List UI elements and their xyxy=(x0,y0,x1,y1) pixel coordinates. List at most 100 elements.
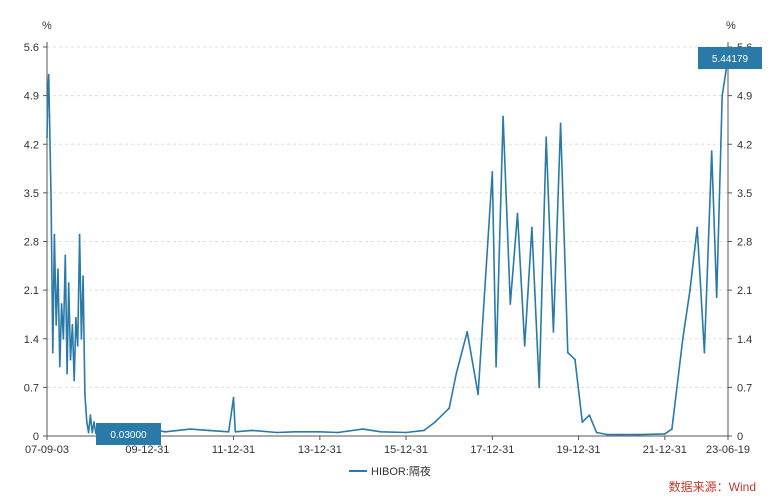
data-point xyxy=(638,433,641,436)
x-tick-label: 11-12-31 xyxy=(212,444,255,456)
data-point xyxy=(57,268,59,271)
data-point xyxy=(663,433,666,435)
right-tick-label: 0.7 xyxy=(737,382,752,394)
data-point xyxy=(318,430,321,433)
data-point xyxy=(78,233,81,236)
data-point xyxy=(703,351,706,354)
data-point xyxy=(380,430,382,433)
left-tick-label: 0.7 xyxy=(24,382,39,394)
data-point xyxy=(234,430,237,433)
callout-max-value: 5.44179 xyxy=(712,54,749,65)
right-unit-label: % xyxy=(726,20,736,32)
data-point xyxy=(80,337,83,340)
right-tick-label: 3.5 xyxy=(737,188,752,200)
source-note: 数据来源：Wind xyxy=(669,479,756,494)
data-point xyxy=(588,414,591,417)
data-point xyxy=(502,115,504,118)
data-point xyxy=(76,344,79,347)
left-tick-label: 2.1 xyxy=(24,285,39,297)
left-tick-label: 2.8 xyxy=(24,237,39,249)
data-point xyxy=(46,94,49,97)
data-point xyxy=(189,428,192,430)
callout-min-box xyxy=(96,423,161,445)
data-point xyxy=(66,372,68,375)
series-hibor-overnight xyxy=(46,57,729,436)
data-point xyxy=(405,431,407,434)
data-point xyxy=(89,414,92,417)
callout-max-box xyxy=(698,47,762,69)
legend[interactable]: HIBOR:隔夜 xyxy=(349,464,431,478)
left-tick-label: 3.5 xyxy=(24,188,39,200)
data-point xyxy=(715,296,718,298)
legend-label: HIBOR:隔夜 xyxy=(371,464,431,478)
data-point xyxy=(523,344,526,347)
right-tick-label: 4.9 xyxy=(737,91,752,103)
data-point xyxy=(423,429,425,432)
x-tick-label: 23-06-19 xyxy=(706,444,750,456)
data-point xyxy=(71,324,74,326)
data-point xyxy=(466,330,469,333)
left-tick-label: 5.6 xyxy=(24,42,39,54)
data-point xyxy=(85,421,88,423)
data-point xyxy=(681,337,684,340)
data-point xyxy=(477,393,479,396)
data-point xyxy=(559,122,562,125)
data-point xyxy=(47,73,50,76)
data-point xyxy=(721,94,724,97)
data-point xyxy=(227,430,230,433)
data-point xyxy=(495,365,497,368)
data-point xyxy=(232,396,235,399)
left-unit-label: % xyxy=(42,20,52,32)
data-point xyxy=(538,386,541,389)
data-point xyxy=(509,303,512,305)
data-point xyxy=(336,431,339,434)
data-point xyxy=(50,198,52,201)
data-point xyxy=(67,282,70,285)
right-y-axis: 00.71.42.12.83.54.24.95.6 xyxy=(727,42,752,443)
data-point xyxy=(696,226,699,229)
data-point xyxy=(566,351,569,354)
data-point xyxy=(60,303,63,305)
data-point xyxy=(595,431,598,434)
x-tick-label: 09-12-31 xyxy=(125,444,169,456)
data-point xyxy=(606,433,609,436)
data-point xyxy=(48,115,51,118)
left-tick-label: 1.4 xyxy=(24,334,39,346)
data-point xyxy=(58,365,61,368)
data-point xyxy=(448,407,451,410)
data-point xyxy=(73,379,76,382)
callout-min: 0.03000 xyxy=(96,423,161,445)
right-tick-label: 2.1 xyxy=(737,285,752,297)
x-tick-label: 13-12-31 xyxy=(298,444,342,456)
right-tick-label: 1.4 xyxy=(737,334,752,346)
data-point xyxy=(362,428,364,430)
gridlines xyxy=(47,46,728,388)
data-point xyxy=(84,393,86,396)
right-tick-label: 2.8 xyxy=(737,237,752,249)
x-tick-label: 15-12-31 xyxy=(384,444,428,456)
data-point xyxy=(69,358,72,361)
data-point xyxy=(516,212,519,215)
data-point xyxy=(46,136,48,139)
right-tick-label: 4.2 xyxy=(737,139,752,151)
data-point xyxy=(710,150,713,153)
callout-max: 5.44179 xyxy=(698,47,762,69)
data-point xyxy=(293,430,296,433)
x-tick-label: 21-12-31 xyxy=(643,444,687,456)
data-point xyxy=(620,433,623,436)
callout-min-value: 0.03000 xyxy=(110,430,147,441)
data-point xyxy=(455,372,458,375)
data-point xyxy=(207,429,210,432)
data-point xyxy=(689,289,691,291)
data-point xyxy=(545,136,548,139)
data-point xyxy=(93,421,95,423)
data-point xyxy=(581,421,584,423)
data-point xyxy=(164,430,167,433)
data-point xyxy=(671,428,673,430)
right-tick-label: 0 xyxy=(737,431,743,443)
data-point xyxy=(91,431,94,434)
data-point xyxy=(531,226,533,229)
data-point xyxy=(62,337,65,340)
